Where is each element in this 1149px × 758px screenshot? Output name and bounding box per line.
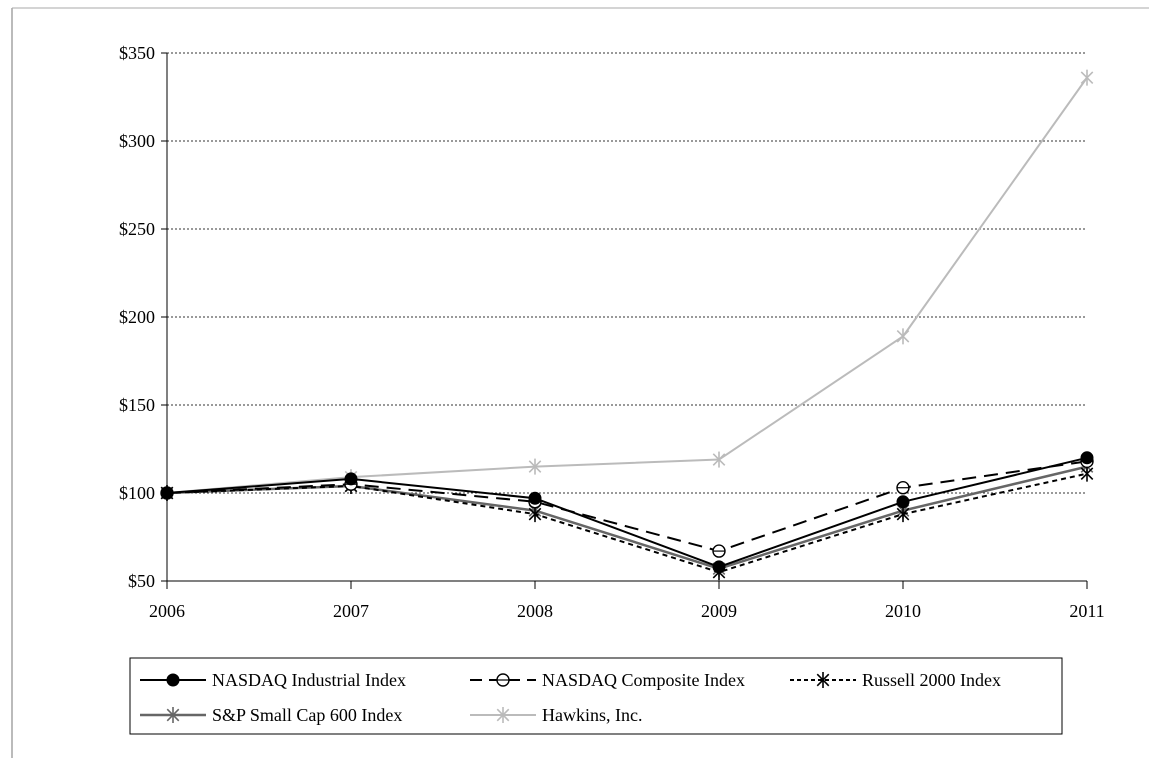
series-sandp-small-cap-600-index xyxy=(160,458,1094,577)
point-nasdaq-industrial-index-2008 xyxy=(528,491,542,505)
y-tick-label: $300 xyxy=(119,131,155,151)
point-nasdaq-industrial-index-2010 xyxy=(896,495,910,509)
series-line-hawkins-inc xyxy=(166,77,1088,494)
y-tick-label: $150 xyxy=(119,395,155,415)
legend-item-sandp-small-cap-600-index: S&P Small Cap 600 Index xyxy=(140,705,402,725)
x-tick-label: 2008 xyxy=(517,601,553,621)
legend-label: Russell 2000 Index xyxy=(862,670,1001,690)
y-tick-label: $350 xyxy=(119,43,155,63)
axes xyxy=(161,52,1088,589)
legend: NASDAQ Industrial Index NASDAQ Composite … xyxy=(129,657,1063,735)
legend-label: NASDAQ Composite Index xyxy=(542,670,745,690)
legend-swatch-marker xyxy=(166,673,180,687)
legend-box xyxy=(129,657,1063,735)
series-line-nasdaq-industrial-index xyxy=(166,456,1088,568)
point-nasdaq-industrial-index-2011 xyxy=(1080,451,1094,465)
legend-swatch-marker xyxy=(496,673,510,687)
series-layer xyxy=(160,69,1094,581)
x-tick-label: 2011 xyxy=(1069,601,1104,621)
point-russell-2000-index-2010 xyxy=(896,506,910,523)
x-tick-label: 2010 xyxy=(885,601,921,621)
x-tick-labels: 2006 2007 2008 2009 2010 2011 xyxy=(149,601,1105,621)
series-hawkins-inc xyxy=(160,69,1094,501)
x-tick-label: 2007 xyxy=(333,601,369,621)
point-nasdaq-industrial-index-2009 xyxy=(712,560,726,574)
y-tick-label: $50 xyxy=(128,571,155,591)
legend-swatch-marker xyxy=(816,672,830,688)
point-nasdaq-composite-index-2009 xyxy=(712,544,726,558)
point-nasdaq-composite-index-2010 xyxy=(896,481,910,495)
y-tick-label: $200 xyxy=(119,307,155,327)
legend-item-russell-2000-index: Russell 2000 Index xyxy=(790,670,1001,690)
series-nasdaq-industrial-index xyxy=(160,451,1094,574)
legend-item-hawkins-inc: Hawkins, Inc. xyxy=(470,705,642,725)
y-tick-label: $100 xyxy=(119,483,155,503)
point-hawkins-inc-2011 xyxy=(1080,69,1094,86)
legend-label: Hawkins, Inc. xyxy=(542,705,642,725)
legend-swatch-marker xyxy=(166,707,180,723)
y-tick-label: $250 xyxy=(119,219,155,239)
x-tick-label: 2006 xyxy=(149,601,185,621)
point-nasdaq-industrial-index-2006 xyxy=(160,486,174,500)
gridlines xyxy=(167,52,1087,494)
legend-label: S&P Small Cap 600 Index xyxy=(212,705,402,725)
point-hawkins-inc-2010 xyxy=(896,328,910,345)
legend-swatch-marker xyxy=(496,707,510,723)
point-russell-2000-index-2008 xyxy=(528,506,542,523)
legend-label: NASDAQ Industrial Index xyxy=(212,670,406,690)
series-nasdaq-composite-index xyxy=(160,454,1094,558)
point-russell-2000-index-2011 xyxy=(1080,465,1094,482)
point-hawkins-inc-2008 xyxy=(528,458,542,475)
legend-item-nasdaq-industrial-index: NASDAQ Industrial Index xyxy=(140,670,406,690)
point-hawkins-inc-2009 xyxy=(712,451,726,468)
x-tick-label: 2009 xyxy=(701,601,737,621)
point-nasdaq-industrial-index-2007 xyxy=(344,472,358,486)
legend-item-nasdaq-composite-index: NASDAQ Composite Index xyxy=(470,670,745,690)
series-line-nasdaq-composite-index xyxy=(166,460,1088,553)
series-line-russell-2000-index xyxy=(166,472,1088,574)
y-tick-labels: $50 $100 $150 $200 $250 $300 $350 xyxy=(119,43,155,591)
